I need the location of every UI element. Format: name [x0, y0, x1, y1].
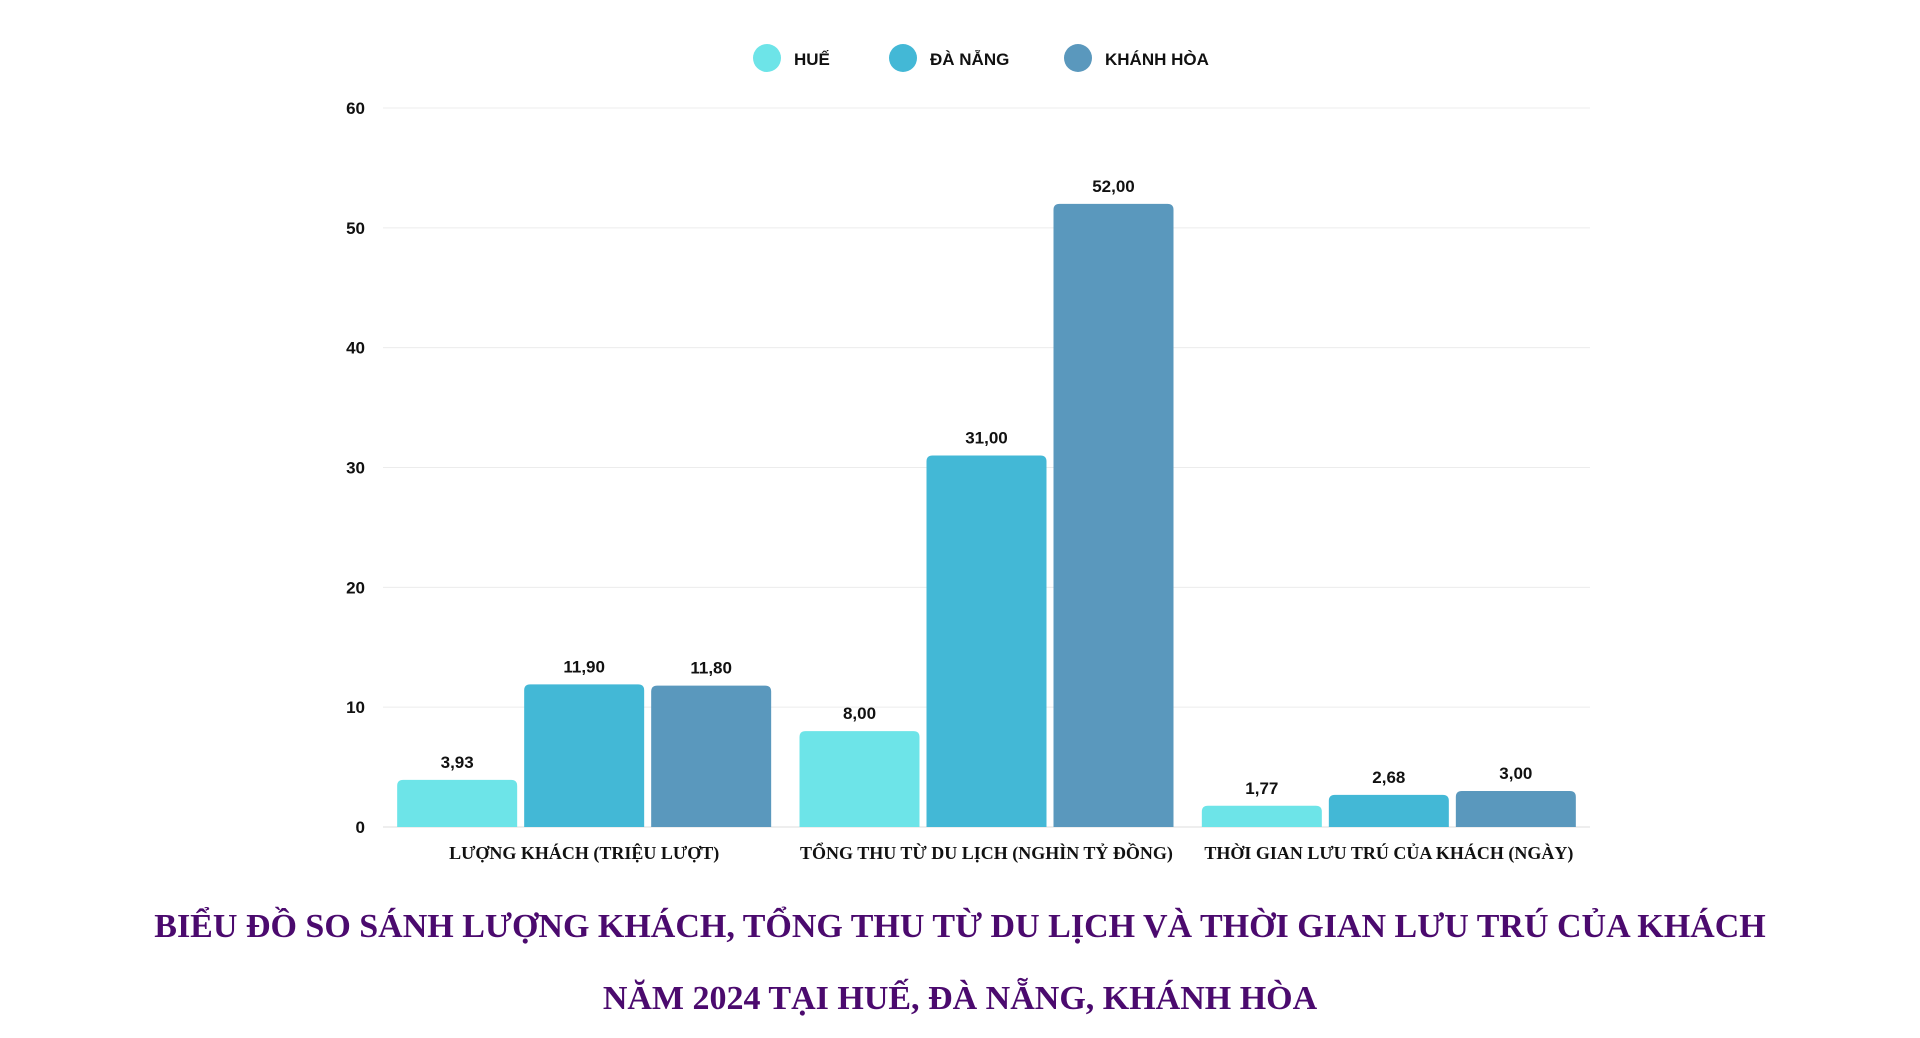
- bar-value-label: 31,00: [965, 429, 1008, 448]
- bar: [524, 684, 645, 827]
- bars: [397, 203, 1576, 827]
- legend-label: HUẾ: [794, 50, 830, 69]
- bar-value-label: 2,68: [1372, 768, 1405, 787]
- chart-title-line-2: NĂM 2024 TẠI HUẾ, ĐÀ NẴNG, KHÁNH HÒA: [602, 980, 1318, 1017]
- bar-value-label: 3,93: [441, 753, 474, 772]
- legend: HUẾ ĐÀ NẴNG KHÁNH HÒA: [753, 44, 1209, 72]
- y-tick-label: 30: [346, 459, 365, 478]
- y-tick-label: 40: [346, 339, 365, 358]
- bar: [926, 455, 1047, 827]
- bar: [799, 731, 920, 827]
- bar-value-label: 11,80: [690, 659, 732, 678]
- bar: [1328, 794, 1449, 827]
- data-labels: 3,93 11,90 11,80 8,00 31,00 52,00 1,77 2,68 3,00: [441, 177, 1533, 798]
- bar-value-label: 11,90: [563, 657, 605, 676]
- legend-label: KHÁNH HÒA: [1105, 50, 1209, 69]
- y-tick-label: 20: [346, 578, 365, 597]
- legend-swatch: [1064, 44, 1092, 72]
- legend-swatch: [753, 44, 781, 72]
- bar: [651, 685, 772, 827]
- bar: [1053, 203, 1174, 827]
- bar-value-label: 1,77: [1245, 779, 1278, 798]
- bar: [1201, 805, 1322, 827]
- legend-label: ĐÀ NẴNG: [930, 50, 1009, 69]
- bar: [1455, 791, 1576, 827]
- bar: [397, 779, 518, 827]
- legend-swatch: [889, 44, 917, 72]
- bar-value-label: 3,00: [1499, 764, 1532, 783]
- bar-value-label: 8,00: [843, 704, 876, 723]
- y-tick-label: 50: [346, 219, 365, 238]
- y-tick-label: 10: [346, 698, 365, 717]
- x-category-label: THỜI GIAN LƯU TRÚ CỦA KHÁCH (NGÀY): [1204, 842, 1573, 864]
- x-axis-categories: LƯỢNG KHÁCH (TRIỆU LƯỢT) TỔNG THU TỪ DU L…: [449, 842, 1573, 864]
- chart-title-line-1: BIỂU ĐỒ SO SÁNH LƯỢNG KHÁCH, TỔNG THU TỪ…: [154, 908, 1766, 945]
- y-axis-ticks: 0 10 20 30 40 50 60: [346, 99, 365, 837]
- y-tick-label: 60: [346, 99, 365, 118]
- y-tick-label: 0: [356, 818, 365, 837]
- bar-value-label: 52,00: [1092, 177, 1135, 196]
- x-category-label: LƯỢNG KHÁCH (TRIỆU LƯỢT): [449, 842, 719, 864]
- x-category-label: TỔNG THU TỪ DU LỊCH (NGHÌN TỶ ĐỒNG): [800, 842, 1173, 864]
